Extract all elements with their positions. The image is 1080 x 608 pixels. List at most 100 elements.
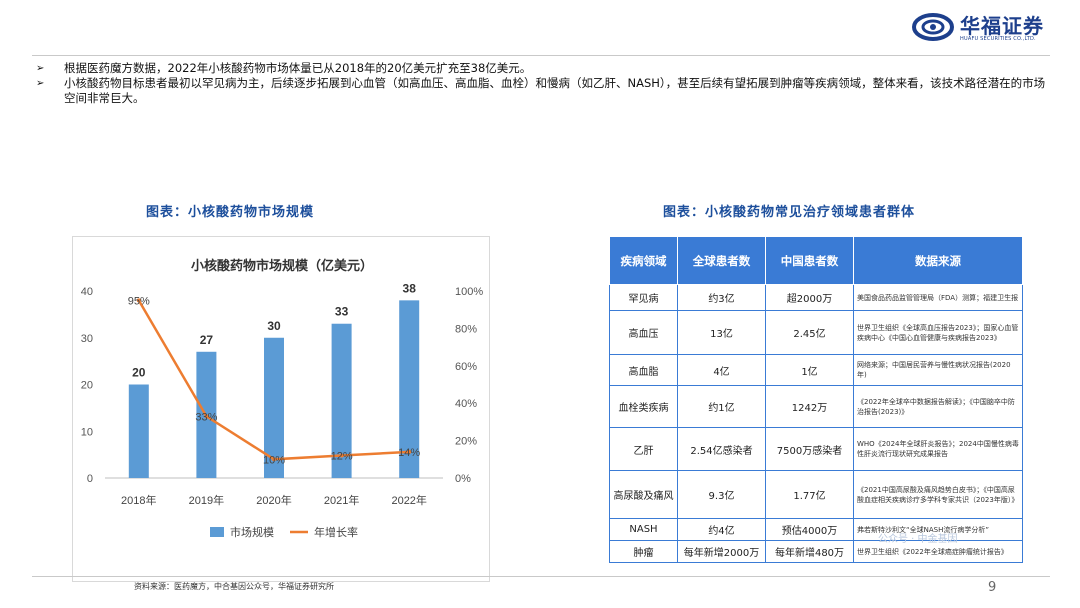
x-axis-tick-label: 2021年 xyxy=(324,493,359,507)
line-data-label: 14% xyxy=(398,447,420,459)
bar-data-label: 38 xyxy=(403,281,417,295)
header-china-patients: 中国患者数 xyxy=(765,236,854,285)
cell-china: 1亿 xyxy=(765,354,854,386)
figure-title-market-size: 图表：小核酸药物市场规模 xyxy=(146,205,315,220)
y2-axis-tick-label: 60% xyxy=(455,361,477,373)
header-global-patients: 全球患者数 xyxy=(677,236,766,285)
table-header-row: 疾病领域 全球患者数 中国患者数 数据来源 xyxy=(609,236,1023,285)
arrow-bullet-icon: ➢ xyxy=(36,78,45,89)
bar-2020年 xyxy=(264,337,284,478)
source-note: 资料来源：医药魔方，中合基因公众号，华福证券研究所 xyxy=(134,582,334,591)
table-row: 罕见病 约3亿 超2000万 美国食品药品监管管理局（FDA）测算；福建卫生报 xyxy=(609,284,1023,311)
bullet-text: 小核酸药物目标患者最初以罕见病为主，后续逐步拓展到心血管（如高血压、高血脂、血栓… xyxy=(64,76,1046,105)
x-axis-tick-label: 2019年 xyxy=(189,493,224,507)
page-number: 9 xyxy=(988,580,997,595)
cell-source: 美国食品药品监管管理局（FDA）测算；福建卫生报 xyxy=(853,284,1023,311)
arrow-bullet-icon: ➢ xyxy=(36,63,45,74)
header-disease-area: 疾病领域 xyxy=(609,236,678,285)
header-data-source: 数据来源 xyxy=(853,236,1023,285)
cell-global: 每年新增2000万 xyxy=(677,540,766,563)
growth-rate-point xyxy=(339,453,344,458)
cell-global: 2.54亿感染者 xyxy=(677,427,766,471)
legend-label: 市场规模 xyxy=(230,525,274,539)
cell-source: 《2021中国高尿酸及痛风趋势白皮书》；《中国高尿酸血症相关疾病诊疗多学科专家共… xyxy=(853,470,1023,519)
y2-axis-tick-label: 100% xyxy=(455,286,483,298)
bar-2021年 xyxy=(331,323,352,478)
line-data-label: 33% xyxy=(195,411,217,423)
y2-axis-tick-label: 0% xyxy=(455,473,471,485)
cell-global: 约3亿 xyxy=(677,284,766,311)
cell-disease: NASH xyxy=(609,518,678,541)
cell-disease: 乙肝 xyxy=(609,427,678,471)
y-axis-tick-label: 20 xyxy=(81,380,93,392)
cell-global: 约4亿 xyxy=(677,518,766,541)
cell-global: 约1亿 xyxy=(677,385,766,428)
market-size-chart: 小核酸药物市场规模（亿美元） 0 10 20 30 40 0% 20% 40% 60% 80% 100… xyxy=(72,236,490,582)
legend-label: 年增长率 xyxy=(314,525,358,539)
y-axis-tick-label: 30 xyxy=(81,333,93,345)
y-axis-tick-label: 40 xyxy=(81,286,93,298)
chart-canvas: 小核酸药物市场规模（亿美元） 0 10 20 30 40 0% 20% 40% 60% 80% 100… xyxy=(81,258,484,539)
cell-source: WHO《2024年全球肝炎报告》；2024中国慢性病毒性肝炎流行现状研究成果报告 xyxy=(853,427,1023,471)
cell-global: 13亿 xyxy=(677,310,766,355)
cell-china: 1.77亿 xyxy=(765,470,854,519)
line-data-label: 10% xyxy=(263,454,285,466)
y2-axis-tick-label: 40% xyxy=(455,398,477,410)
logo-subtitle: HUAFU SECURITIES CO.,LTD. xyxy=(960,36,1036,42)
cell-china: 7500万感染者 xyxy=(765,427,854,471)
bar-data-label: 20 xyxy=(132,366,146,380)
cell-global: 4亿 xyxy=(677,354,766,386)
bar-data-label: 33 xyxy=(335,305,349,319)
y-axis-tick-label: 10 xyxy=(81,426,93,438)
bullet-text: 根据医药魔方数据，2022年小核酸药物市场体量已从2018年的20亿美元扩充至3… xyxy=(64,61,532,75)
company-logo: 华福证券 HUAFU SECURITIES CO.,LTD. xyxy=(912,10,1044,46)
table-row: 高尿酸及痛风 9.3亿 1.77亿 《2021中国高尿酸及痛风趋势白皮书》；《中… xyxy=(609,470,1023,519)
cell-source: 世界卫生组织《全球高血压报告2023》；国家心血管疾病中心《中国心血管健康与疾病… xyxy=(853,310,1023,355)
cell-china: 1242万 xyxy=(765,385,854,428)
line-data-label: 95% xyxy=(128,295,150,307)
cell-disease: 罕见病 xyxy=(609,284,678,311)
y-axis-tick-label: 0 xyxy=(87,473,93,485)
x-axis-tick-label: 2022年 xyxy=(391,493,426,507)
table-row: 血栓类疾病 约1亿 1242万 《2022年全球卒中数据报告解读》；《中国脑卒中… xyxy=(609,385,1023,428)
legend-swatch-bar xyxy=(210,527,224,537)
x-axis-tick-label: 2018年 xyxy=(121,493,156,507)
cell-china: 每年新增480万 xyxy=(765,540,854,563)
growth-rate-point xyxy=(272,457,276,462)
bar-2022年 xyxy=(399,300,420,478)
logo-name: 华福证券 xyxy=(960,14,1044,38)
summary-bullets: ➢ 根据医药魔方数据，2022年小核酸药物市场体量已从2018年的20亿美元扩充… xyxy=(36,61,1046,106)
cell-global: 9.3亿 xyxy=(677,470,766,519)
cell-disease: 高血脂 xyxy=(609,354,678,386)
y2-axis-tick-label: 80% xyxy=(455,323,477,335)
cell-source: 网络来源；中国居民营养与慢性病状况报告(2020年) xyxy=(853,354,1023,386)
table-row: NASH 约4亿 预估4000万 弗若斯特沙利文“全球NASH流行病学分析” xyxy=(609,518,1023,541)
cell-china: 预估4000万 xyxy=(765,518,854,541)
growth-rate-point xyxy=(407,449,412,454)
x-axis-tick-label: 2020年 xyxy=(256,493,291,507)
cell-source: 《2022年全球卒中数据报告解读》；《中国脑卒中防治报告(2023)》 xyxy=(853,385,1023,428)
bar-data-label: 27 xyxy=(200,333,214,347)
bullet-item: ➢ 根据医药魔方数据，2022年小核酸药物市场体量已从2018年的20亿美元扩充… xyxy=(36,61,1046,76)
table-row: 高血压 13亿 2.45亿 世界卫生组织《全球高血压报告2023》；国家心血管疾… xyxy=(609,310,1023,355)
watermark-text: 公众号 · 中金基因 xyxy=(878,534,958,545)
cell-china: 超2000万 xyxy=(765,284,854,311)
line-data-label: 12% xyxy=(331,451,353,463)
figure-title-patient-groups: 图表：小核酸药物常见治疗领域患者群体 xyxy=(663,205,916,220)
cell-disease: 血栓类疾病 xyxy=(609,385,678,428)
bottom-divider xyxy=(32,576,1050,577)
table-row: 乙肝 2.54亿感染者 7500万感染者 WHO《2024年全球肝炎报告》；20… xyxy=(609,427,1023,471)
logo-swirl-icon xyxy=(912,13,954,41)
bar-2018年 xyxy=(128,384,149,478)
bullet-item: ➢ 小核酸药物目标患者最初以罕见病为主，后续逐步拓展到心血管（如高血压、高血脂、… xyxy=(36,76,1046,106)
cell-china: 2.45亿 xyxy=(765,310,854,355)
top-divider xyxy=(32,55,1050,56)
chart-title: 小核酸药物市场规模（亿美元） xyxy=(191,258,373,273)
y2-axis-tick-label: 20% xyxy=(455,436,477,448)
bar-data-label: 30 xyxy=(267,319,281,333)
table-row: 肿瘤 每年新增2000万 每年新增480万 世界卫生组织《2022年全球癌症肿瘤… xyxy=(609,540,1023,563)
table-row: 高血脂 4亿 1亿 网络来源；中国居民营养与慢性病状况报告(2020年) xyxy=(609,354,1023,386)
cell-disease: 高血压 xyxy=(609,310,678,355)
growth-rate-point xyxy=(136,298,141,303)
cell-disease: 高尿酸及痛风 xyxy=(609,470,678,519)
